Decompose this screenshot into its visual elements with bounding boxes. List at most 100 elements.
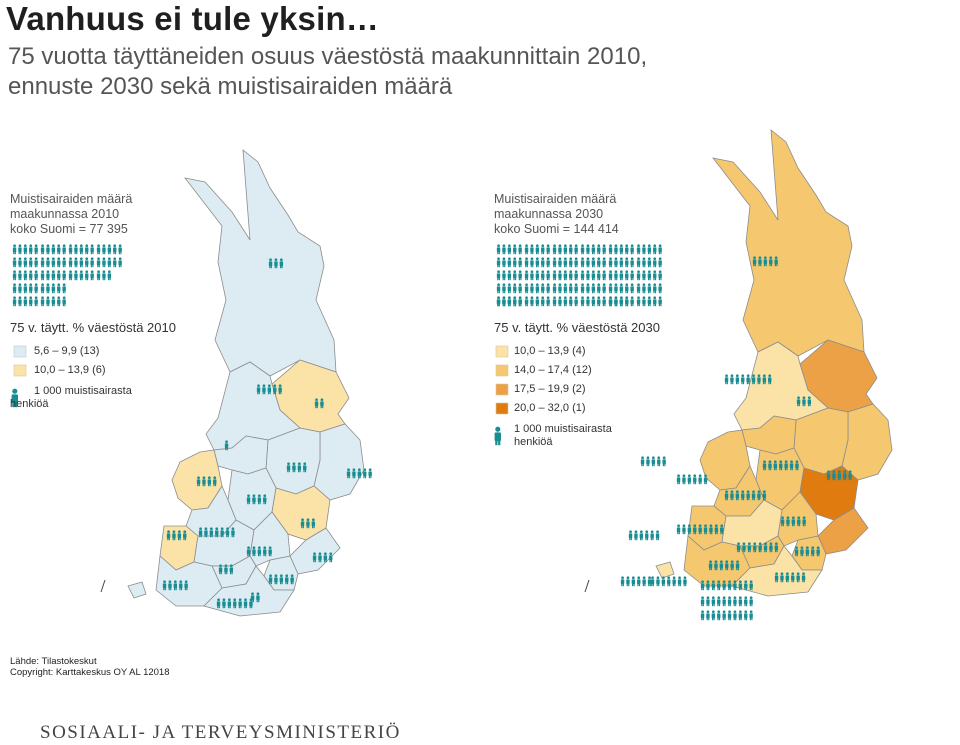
region-icons-2030-18 bbox=[700, 596, 753, 607]
person-icon bbox=[608, 270, 613, 281]
person-icon bbox=[642, 244, 646, 255]
person-icon bbox=[682, 474, 686, 485]
person-icon bbox=[12, 270, 17, 281]
person-icon bbox=[524, 244, 529, 255]
person-icon bbox=[597, 257, 601, 268]
person-icon bbox=[645, 530, 649, 541]
summary-icons-2030-r2c0 bbox=[496, 270, 522, 281]
person-icon bbox=[513, 257, 517, 268]
person-icon bbox=[653, 283, 657, 294]
person-icon bbox=[569, 257, 573, 268]
person-icon bbox=[646, 456, 650, 467]
person-icon bbox=[535, 257, 540, 268]
person-icon bbox=[563, 283, 568, 294]
person-icon bbox=[23, 283, 28, 294]
person-icon bbox=[62, 296, 66, 307]
subtitle-line-2: ennuste 2030 sekä muistisairaiden määrä bbox=[8, 73, 453, 100]
source-line-1: Lähde: Tilastokeskut bbox=[10, 656, 97, 667]
person-icon bbox=[614, 296, 618, 307]
person-icon bbox=[68, 257, 73, 268]
person-icon bbox=[717, 610, 721, 621]
summary-icons-2010-8 bbox=[12, 270, 38, 281]
person-icon bbox=[597, 270, 601, 281]
legend-2030-class-2: 14,0 – 17,4 (12) bbox=[514, 364, 592, 376]
person-icon bbox=[727, 610, 732, 621]
person-icon bbox=[29, 270, 33, 281]
info-2030: Muistisairaiden määrä maakunnassa 2030 k… bbox=[494, 192, 619, 237]
person-icon bbox=[574, 283, 578, 294]
person-icon bbox=[552, 270, 557, 281]
person-icon bbox=[628, 530, 633, 541]
summary-icons-2010-3 bbox=[96, 244, 122, 255]
person-icon bbox=[563, 257, 568, 268]
subtitle-line-1: 75 vuotta täyttäneiden osuus väestöstä m… bbox=[8, 43, 648, 70]
legend-2030-icon-label-line-1: 1 000 muistisairasta bbox=[514, 423, 612, 435]
person-icon bbox=[12, 296, 17, 307]
person-icon bbox=[700, 610, 705, 621]
person-icon bbox=[363, 468, 367, 479]
person-icon bbox=[18, 257, 22, 268]
legend-2030-class-1: 10,0 – 13,9 (4) bbox=[514, 345, 586, 357]
person-icons bbox=[12, 244, 852, 621]
person-icon bbox=[46, 283, 50, 294]
summary-icons-2010-12 bbox=[40, 283, 66, 294]
person-icon bbox=[513, 283, 517, 294]
summary-icons-2010-9 bbox=[40, 270, 66, 281]
person-icon bbox=[90, 270, 94, 281]
person-icon bbox=[586, 244, 590, 255]
person-icon bbox=[558, 244, 562, 255]
person-icon bbox=[639, 530, 644, 541]
legend-2010-class-1: 5,6 – 9,9 (13) bbox=[34, 345, 99, 357]
person-icon bbox=[530, 270, 534, 281]
legend-2010-icon-label-line-1: 1 000 muistisairasta bbox=[34, 385, 132, 397]
summary-icons-2010-14 bbox=[40, 296, 66, 307]
legend-2010-swatches bbox=[13, 345, 27, 377]
person-icon bbox=[569, 244, 573, 255]
person-icon bbox=[40, 296, 45, 307]
person-icon bbox=[676, 524, 681, 535]
person-icon bbox=[700, 580, 705, 591]
person-icon bbox=[591, 283, 596, 294]
region-icons-2030-6 bbox=[676, 474, 708, 485]
person-icon bbox=[535, 283, 540, 294]
summary-icons-2030-extra-1 bbox=[496, 296, 522, 307]
map-2030-cut-mark bbox=[584, 579, 590, 593]
person-icon bbox=[693, 474, 697, 485]
legend-swatch-2010-class-1 bbox=[13, 345, 27, 358]
source-line-2: Copyright: Karttakeskus OY AL 12018 bbox=[10, 667, 170, 678]
person-icon bbox=[717, 596, 721, 607]
summary-icons-2030-r2c5 bbox=[636, 270, 662, 281]
person-icon bbox=[630, 244, 634, 255]
person-icon bbox=[546, 257, 550, 268]
summary-icons-2030-r2c2 bbox=[552, 270, 578, 281]
person-icon bbox=[518, 257, 522, 268]
person-icon bbox=[647, 576, 652, 587]
person-icon bbox=[85, 270, 89, 281]
person-icon bbox=[51, 283, 56, 294]
person-icon bbox=[558, 257, 562, 268]
person-icon bbox=[74, 257, 78, 268]
region-uusimaa-2010 bbox=[203, 565, 295, 617]
person-icon bbox=[591, 257, 596, 268]
legend-2010-icon-label: 1 000 muistisairasta henkiöä bbox=[10, 385, 132, 411]
person-icon bbox=[51, 270, 56, 281]
person-icon bbox=[706, 596, 710, 607]
person-icon bbox=[502, 283, 506, 294]
person-icon bbox=[496, 283, 501, 294]
info-2010: Muistisairaiden määrä maakunnassa 2010 k… bbox=[10, 192, 132, 237]
person-icon bbox=[524, 270, 529, 281]
region-icons-2030-19 bbox=[700, 610, 753, 621]
legend-2030-class-3-label: 17,5 – 19,9 (2) bbox=[514, 383, 586, 395]
person-icon bbox=[118, 244, 122, 255]
summary-icons-2030-r4c3 bbox=[580, 296, 606, 307]
person-icon bbox=[57, 244, 61, 255]
person-icon bbox=[502, 257, 506, 268]
legend-2030-class-2-label: 14,0 – 17,4 (12) bbox=[514, 364, 592, 376]
person-icon bbox=[541, 257, 545, 268]
person-icon bbox=[658, 270, 662, 281]
person-icon bbox=[630, 270, 634, 281]
summary-icons-2030-r1c3 bbox=[580, 257, 606, 268]
person-icon bbox=[518, 270, 522, 281]
summary-icons-2030-r2c4 bbox=[608, 270, 634, 281]
person-icon bbox=[34, 270, 38, 281]
